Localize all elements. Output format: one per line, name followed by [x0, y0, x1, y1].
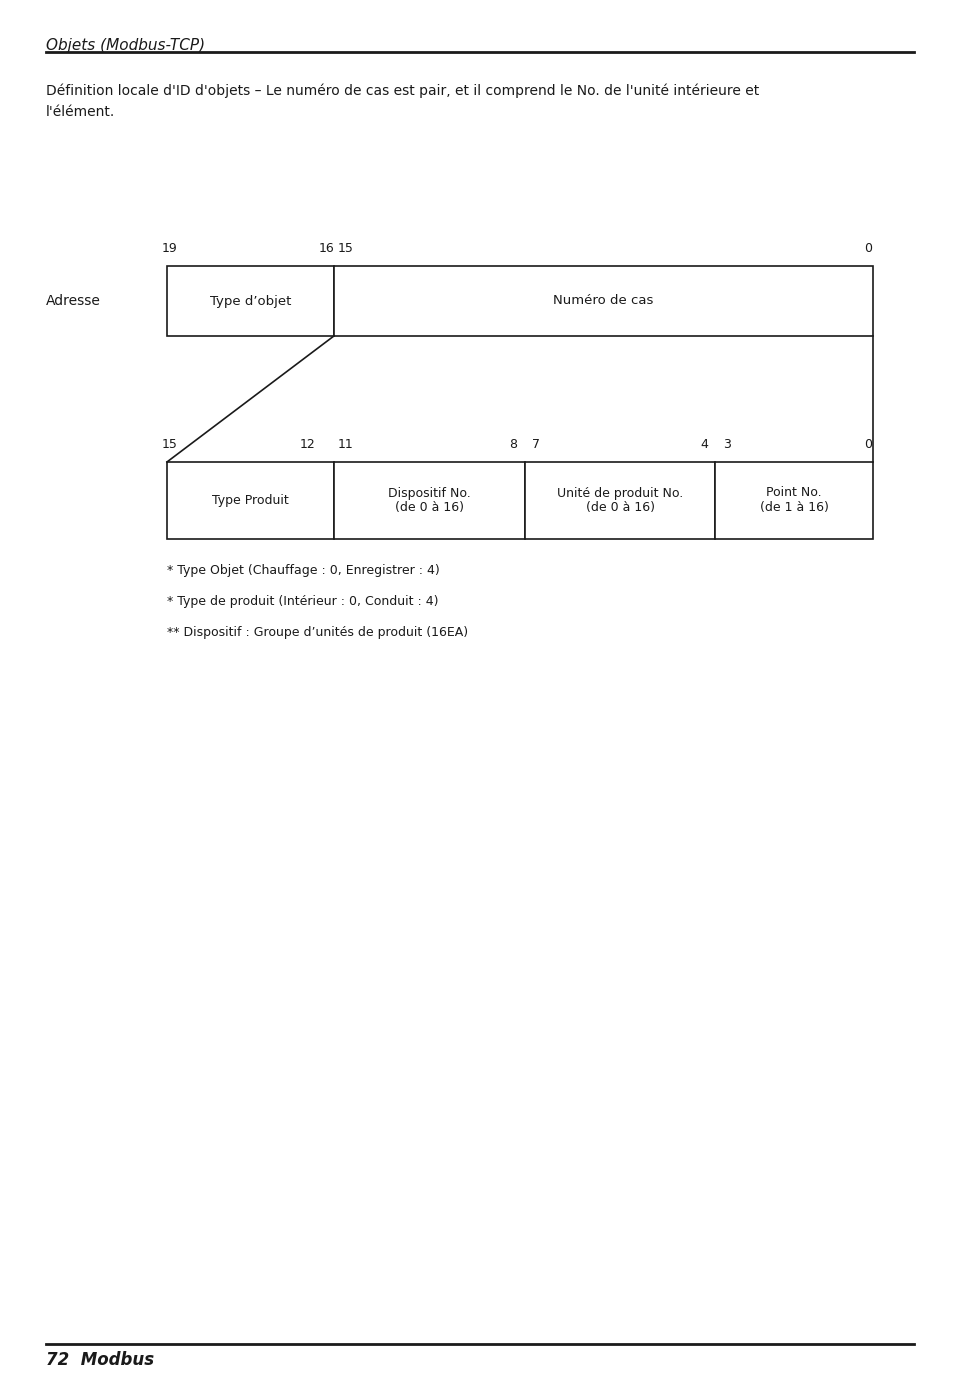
- Bar: [715, 462, 872, 539]
- Text: 12: 12: [299, 438, 314, 451]
- Text: Type d’objet: Type d’objet: [210, 294, 291, 308]
- Text: 15: 15: [162, 438, 177, 451]
- Text: 19: 19: [162, 242, 177, 255]
- Text: * Type Objet (Chauffage : 0, Enregistrer : 4): * Type Objet (Chauffage : 0, Enregistrer…: [167, 564, 439, 577]
- Text: 3: 3: [722, 438, 730, 451]
- Text: Unité de produit No.
(de 0 à 16): Unité de produit No. (de 0 à 16): [557, 487, 682, 515]
- Bar: [334, 462, 524, 539]
- Text: 11: 11: [337, 438, 353, 451]
- Text: Numéro de cas: Numéro de cas: [553, 294, 653, 308]
- Text: Définition locale d'ID d'objets – Le numéro de cas est pair, et il comprend le N: Définition locale d'ID d'objets – Le num…: [46, 84, 759, 119]
- Text: 0: 0: [863, 438, 871, 451]
- Text: 4: 4: [700, 438, 707, 451]
- Text: 16: 16: [318, 242, 334, 255]
- Bar: [524, 462, 715, 539]
- Text: Type Produit: Type Produit: [212, 494, 289, 507]
- Text: Point No.
(de 1 à 16): Point No. (de 1 à 16): [759, 487, 828, 515]
- Text: 7: 7: [532, 438, 539, 451]
- Text: Objets (Modbus-TCP): Objets (Modbus-TCP): [46, 38, 205, 53]
- Bar: [167, 462, 334, 539]
- Text: 72  Modbus: 72 Modbus: [46, 1351, 153, 1369]
- Text: 8: 8: [509, 438, 517, 451]
- Text: Dispositif No.
(de 0 à 16): Dispositif No. (de 0 à 16): [388, 487, 470, 515]
- Text: 0: 0: [863, 242, 871, 255]
- Bar: [167, 266, 334, 336]
- Bar: [334, 266, 872, 336]
- Text: * Type de produit (Intérieur : 0, Conduit : 4): * Type de produit (Intérieur : 0, Condui…: [167, 595, 438, 608]
- Text: Adresse: Adresse: [46, 294, 101, 308]
- Text: ** Dispositif : Groupe d’unités de produit (16EA): ** Dispositif : Groupe d’unités de produ…: [167, 626, 468, 638]
- Text: 15: 15: [337, 242, 353, 255]
